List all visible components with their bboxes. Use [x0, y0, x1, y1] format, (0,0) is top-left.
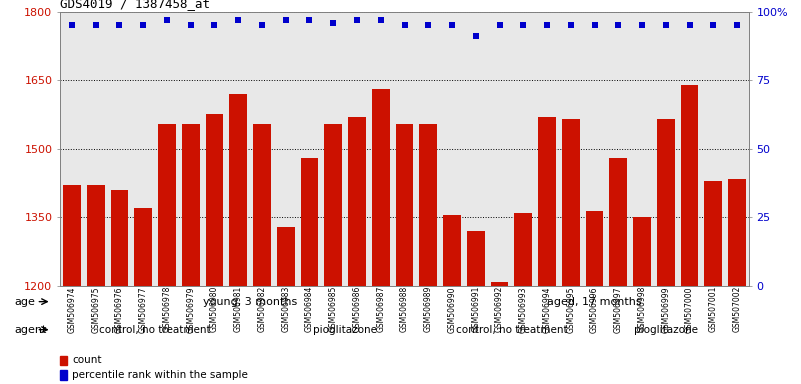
Bar [562, 119, 580, 286]
Bar [633, 217, 651, 286]
Point [208, 22, 221, 28]
Text: control, no treatment: control, no treatment [456, 324, 567, 335]
Point [612, 22, 625, 28]
Bar [158, 124, 176, 286]
Bar [300, 158, 318, 286]
Point [565, 22, 578, 28]
Point [303, 17, 316, 23]
Point [256, 22, 268, 28]
Text: pioglitazone: pioglitazone [634, 324, 698, 335]
Bar [704, 181, 723, 286]
Bar [348, 117, 366, 286]
Bar [372, 89, 389, 286]
Bar [324, 124, 342, 286]
Point [113, 22, 126, 28]
Point [351, 17, 364, 23]
Bar [253, 124, 271, 286]
Point [184, 22, 197, 28]
Bar [443, 215, 461, 286]
Text: count: count [72, 355, 102, 365]
Bar [396, 124, 413, 286]
Bar [135, 208, 152, 286]
Text: aged, 17 months: aged, 17 months [547, 296, 642, 307]
Bar [490, 281, 509, 286]
Point [493, 22, 506, 28]
Bar [657, 119, 674, 286]
Text: control, no treatment: control, no treatment [99, 324, 211, 335]
Bar [586, 210, 603, 286]
Text: young, 3 months: young, 3 months [203, 296, 297, 307]
Text: agent: agent [14, 324, 46, 335]
Point [398, 22, 411, 28]
Point [445, 22, 458, 28]
Point [89, 22, 102, 28]
Bar [182, 124, 199, 286]
Point [541, 22, 553, 28]
Bar [60, 356, 66, 366]
Bar [63, 185, 81, 286]
Bar [538, 117, 556, 286]
Point [659, 22, 672, 28]
Bar [514, 213, 532, 286]
Point [160, 17, 173, 23]
Point [137, 22, 150, 28]
Bar [610, 158, 627, 286]
Point [327, 20, 340, 26]
Text: age: age [14, 296, 35, 307]
Bar [467, 231, 485, 286]
Point [469, 33, 482, 39]
Bar [277, 227, 295, 286]
Point [280, 17, 292, 23]
Point [66, 22, 78, 28]
Point [517, 22, 529, 28]
Point [231, 17, 244, 23]
Bar [728, 179, 746, 286]
Point [683, 22, 696, 28]
Bar [681, 85, 698, 286]
Point [588, 22, 601, 28]
Bar [420, 124, 437, 286]
Text: pioglitazone: pioglitazone [313, 324, 377, 335]
Point [636, 22, 649, 28]
Point [731, 22, 743, 28]
Bar [111, 190, 128, 286]
Bar [229, 94, 248, 286]
Point [422, 22, 435, 28]
Bar [60, 370, 66, 380]
Text: percentile rank within the sample: percentile rank within the sample [72, 370, 248, 380]
Text: GDS4019 / 1387458_at: GDS4019 / 1387458_at [60, 0, 210, 10]
Bar [206, 114, 223, 286]
Point [707, 22, 720, 28]
Bar [87, 185, 105, 286]
Point [374, 17, 387, 23]
